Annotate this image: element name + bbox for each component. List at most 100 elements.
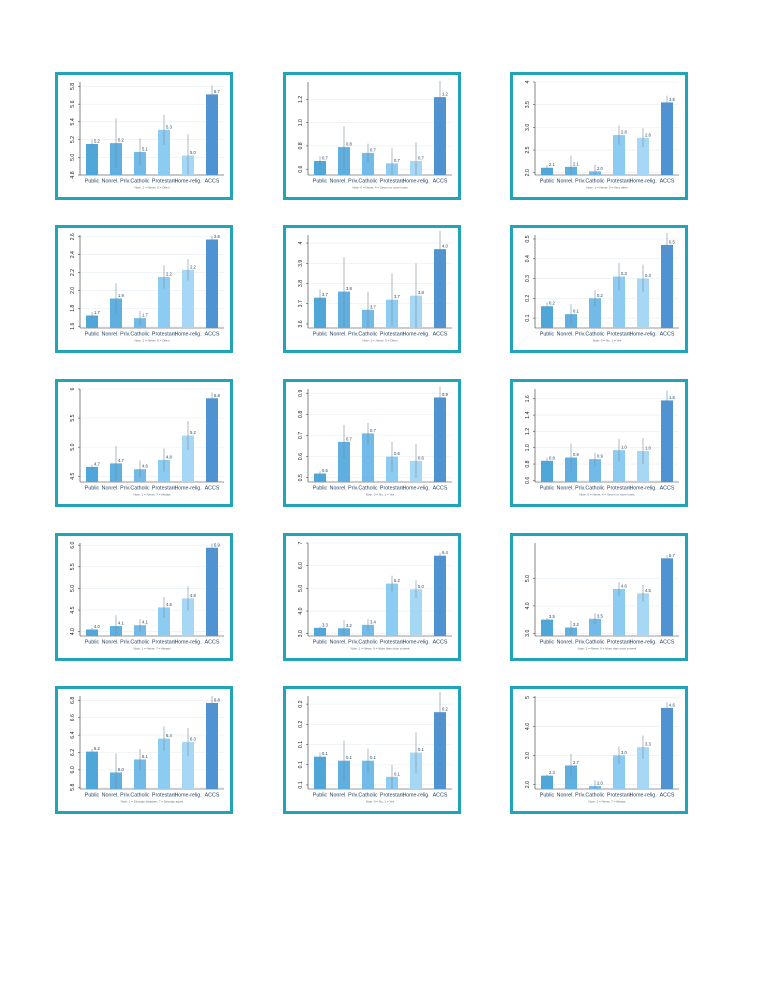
y-tick-label: 5.6 [70, 100, 76, 107]
x-tick-label: Protestant [607, 332, 632, 338]
chart-note: Note: 1 = Never, 5 = Often [362, 339, 397, 343]
y-tick-label: 5.0 [70, 585, 76, 592]
data-label: 0.6 [418, 455, 424, 460]
x-tick-label: Nonrel. Priv. [557, 486, 586, 492]
data-label: 1.9 [118, 293, 124, 298]
data-label: 1.7 [142, 313, 148, 318]
data-label: 3.7 [394, 294, 400, 299]
x-tick-label: Protestant [380, 179, 405, 185]
x-tick-label: Catholic [358, 486, 377, 492]
x-tick-label: Public [540, 640, 555, 646]
y-tick-label: 4.5 [70, 606, 76, 613]
y-tick-label: 1.0 [525, 444, 531, 451]
y-tick-label: 1.2 [525, 428, 531, 435]
y-tick-label: 5.5 [70, 414, 76, 421]
x-tick-label: Nonrel. Priv. [330, 640, 359, 646]
bar [661, 102, 673, 175]
x-tick-label: Protestant [607, 179, 632, 185]
y-tick-label: 0.1 [298, 761, 304, 768]
bar [637, 593, 649, 636]
data-label: 0.8 [346, 142, 352, 147]
y-tick-label: 2.2 [70, 269, 76, 276]
data-label: 3.5 [597, 613, 603, 618]
x-tick-label: ACCS [205, 179, 220, 185]
x-tick-label: Nonrel. Priv. [557, 179, 586, 185]
bar [362, 760, 374, 789]
x-tick-label: Protestant [607, 793, 632, 799]
chart-svg: 5.8 6.0 6.2 6.4 6.6 6.8 6.2 Public 6.0 Nonrel. Pr… [70, 696, 224, 804]
chart-svg: 0.5 0.6 0.7 0.8 0.9 0.5 Public 0.7 Nonrel. Priv.… [298, 386, 452, 497]
chart-panel-6: 0.1 0.2 0.3 0.4 0.5 0.2 Public 0.1 Nonrel. Priv.… [510, 225, 688, 353]
data-label: 2.1 [573, 161, 579, 166]
x-tick-label: Catholic [585, 486, 604, 492]
bar [362, 433, 374, 482]
x-tick-label: Catholic [358, 793, 377, 799]
x-tick-label: Home-relig. [174, 486, 201, 492]
bar [86, 751, 98, 789]
y-tick-label: 1.0 [298, 119, 304, 126]
y-tick-label: 6.2 [70, 749, 76, 756]
y-tick-label: 1.2 [298, 96, 304, 103]
chart-panel-13: 5.8 6.0 6.2 6.4 6.6 6.8 6.2 Public 6.0 Nonrel. Pr… [55, 686, 233, 814]
x-tick-label: Protestant [380, 640, 405, 646]
x-tick-label: ACCS [660, 486, 675, 492]
y-tick-label: 4.5 [70, 472, 76, 479]
x-tick-label: Home-relig. [174, 179, 201, 185]
chart-svg: 1.6 1.8 2.0 2.2 2.4 2.6 1.7 Public 1.9 Nonrel. Pr… [70, 233, 224, 343]
chart-svg: 3.0 4.0 5.0 6.0 7 3.3 Public 3.2 Nonrel. Priv. 3.… [298, 541, 452, 651]
data-label: 0.2 [597, 293, 603, 298]
data-label: 6.8 [214, 697, 220, 702]
x-tick-label: Public [540, 486, 555, 492]
chart-panel-15: 2.0 3.0 4.0 5 2.3 Public 2.7 Nonrel. Priv. 2.0 Ca… [510, 686, 688, 814]
x-tick-label: Public [540, 332, 555, 338]
x-tick-label: Public [85, 793, 100, 799]
data-label: 0.7 [322, 156, 328, 161]
y-tick-label: 3.0 [525, 752, 531, 759]
data-label: 3.5 [669, 97, 675, 102]
x-tick-label: Protestant [152, 640, 177, 646]
x-tick-label: Public [313, 179, 328, 185]
data-label: 2.1 [549, 162, 555, 167]
bar [386, 583, 398, 636]
x-tick-label: Home-relig. [629, 793, 656, 799]
chart-note: Note: 1 = Never, 7 = Always [133, 647, 171, 651]
y-tick-label: 2.0 [70, 287, 76, 294]
data-label: 4.5 [645, 588, 651, 593]
bar [637, 278, 649, 328]
bar [589, 459, 601, 482]
y-tick-label: 5 [525, 696, 531, 699]
data-label: 2.0 [597, 781, 603, 786]
data-label: 3.8 [346, 286, 352, 291]
x-tick-label: Home-relig. [174, 793, 201, 799]
x-tick-label: ACCS [433, 332, 448, 338]
chart-panel-1: 4.8 5.0 5.2 5.4 5.6 5.8 5.2 Public 5.2 Nonrel. Pr… [55, 72, 233, 200]
data-label: 4.0 [442, 244, 448, 249]
data-label: 3.2 [346, 623, 352, 628]
bar [362, 152, 374, 175]
chart-svg: 2.0 3.0 4.0 5 2.3 Public 2.7 Nonrel. Priv. 2.0 Ca… [525, 696, 679, 804]
x-tick-label: Protestant [152, 332, 177, 338]
data-label: 5.2 [190, 430, 196, 435]
y-tick-label: 0.8 [298, 411, 304, 418]
data-label: 6.0 [118, 767, 124, 772]
data-label: 0.1 [322, 751, 328, 756]
bar [410, 589, 422, 636]
x-tick-label: Public [313, 640, 328, 646]
y-tick-label: 5.8 [70, 784, 76, 791]
bar [661, 244, 673, 328]
x-tick-label: ACCS [660, 332, 675, 338]
data-label: 5.8 [214, 393, 220, 398]
y-tick-label: 4.0 [298, 607, 304, 614]
y-tick-label: 4.0 [70, 628, 76, 635]
chart-svg: 0.1 0.2 0.3 0.4 0.5 0.2 Public 0.1 Nonrel. Priv.… [525, 233, 679, 343]
y-tick-label: 3.9 [298, 260, 304, 267]
data-label: 5.1 [142, 146, 148, 151]
bar [86, 315, 98, 328]
data-label: 2.2 [190, 264, 196, 269]
chart-panel-14: 0.1 0.1 0.1 0.2 0.2 0.1 Public 0.1 Nonrel. Priv.… [283, 686, 461, 814]
chart-note: Note: 1 = Never, 9 = More than once a we… [351, 647, 410, 651]
data-label: 3.8 [418, 290, 424, 295]
bar [613, 588, 625, 636]
y-tick-label: 3.7 [298, 300, 304, 307]
x-tick-label: Public [85, 179, 100, 185]
